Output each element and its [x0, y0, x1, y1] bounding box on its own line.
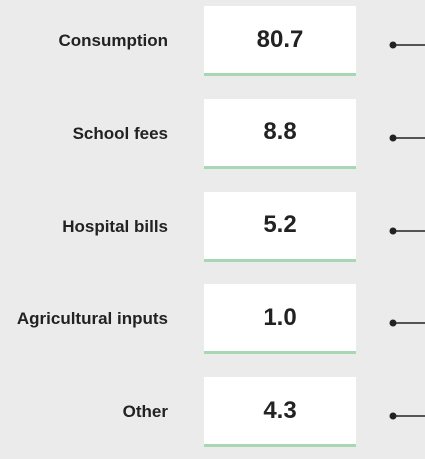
- row-label: School fees: [72, 123, 168, 143]
- value-box: 80.7: [204, 6, 356, 76]
- connector: [388, 315, 425, 327]
- row-label: Hospital bills: [62, 216, 168, 236]
- value-box: 5.2: [204, 191, 356, 262]
- connector-line: [389, 134, 425, 142]
- row-label: Consumption: [58, 31, 168, 50]
- connector: [388, 37, 425, 49]
- connector-line: [389, 319, 425, 327]
- row-label: Other: [122, 402, 168, 422]
- row-label: Agricultural inputs: [16, 309, 168, 329]
- connector-line: [389, 41, 425, 49]
- value-box: 4.3: [204, 377, 356, 448]
- connector-line: [389, 412, 425, 420]
- connector: [388, 130, 425, 142]
- connector-line: [389, 227, 425, 235]
- connector: [388, 408, 425, 420]
- value-box: 1.0: [204, 284, 356, 355]
- value-box: 8.8: [204, 98, 356, 169]
- connector: [388, 223, 425, 235]
